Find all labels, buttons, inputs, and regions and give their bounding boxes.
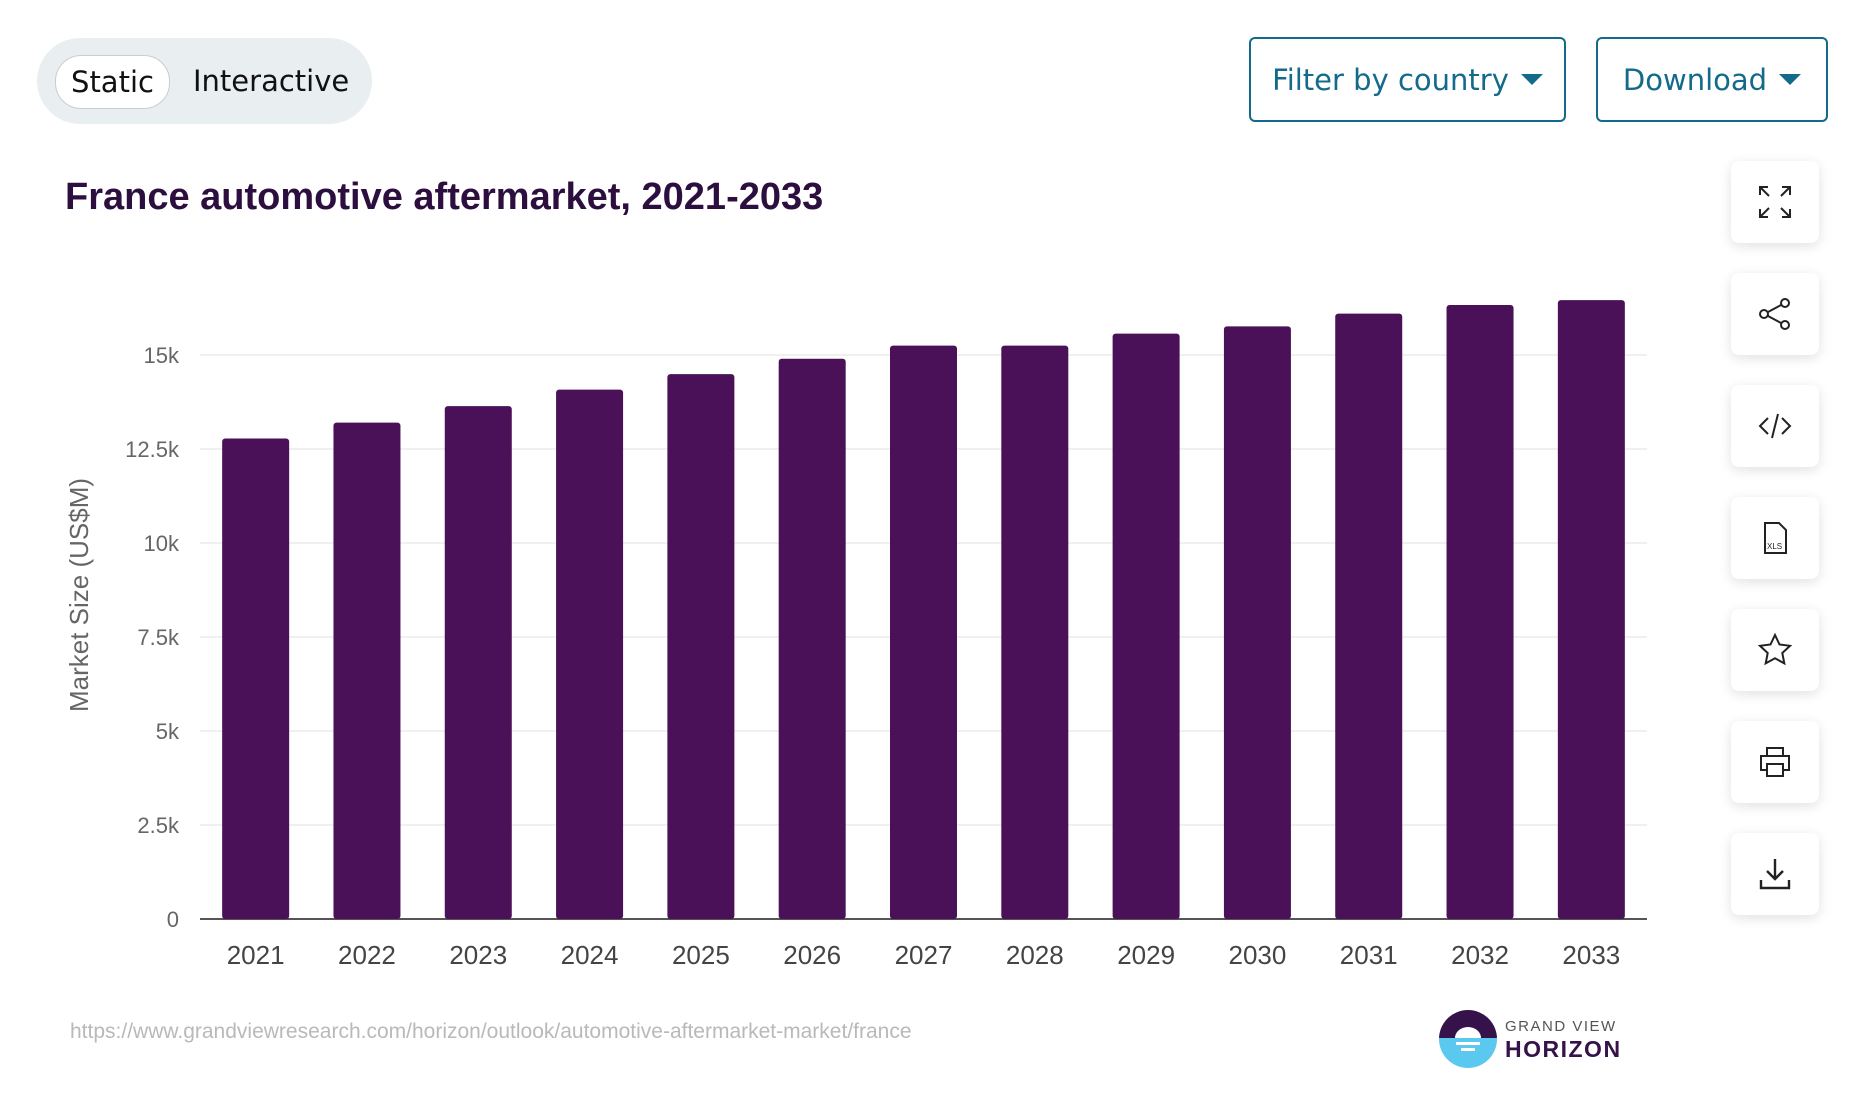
y-axis-label: Market Size (US$M)	[64, 478, 94, 712]
source-url[interactable]: https://www.grandviewresearch.com/horizo…	[70, 1020, 912, 1043]
grand-view-horizon-logo: GRAND VIEW HORIZON	[1439, 1009, 1629, 1074]
svg-text:HORIZON: HORIZON	[1505, 1036, 1622, 1062]
xls-export-button[interactable]: XLS	[1731, 497, 1819, 579]
x-tick-label: 2032	[1451, 940, 1509, 970]
print-button[interactable]	[1731, 721, 1819, 803]
download-icon	[1759, 859, 1791, 890]
favorite-button[interactable]	[1731, 609, 1819, 691]
y-tick-label: 10k	[144, 531, 180, 556]
embed-code-icon	[1758, 413, 1792, 439]
fullscreen-button[interactable]	[1731, 161, 1819, 243]
bar-2021[interactable]	[222, 438, 290, 919]
bar-2025[interactable]	[667, 374, 735, 919]
share-icon	[1759, 298, 1790, 330]
download-dropdown[interactable]: Download	[1596, 37, 1828, 122]
bar-2033[interactable]	[1557, 300, 1625, 919]
bar-2024[interactable]	[556, 389, 624, 919]
interactive-toggle-button[interactable]: Interactive	[193, 64, 350, 98]
x-tick-label: 2025	[672, 940, 730, 970]
fullscreen-icon	[1759, 186, 1791, 218]
svg-text:XLS: XLS	[1767, 542, 1782, 551]
bar-2032[interactable]	[1446, 304, 1514, 919]
filter-by-country-dropdown[interactable]: Filter by country	[1249, 37, 1566, 122]
download-image-button[interactable]	[1731, 833, 1819, 915]
x-tick-label: 2033	[1562, 940, 1620, 970]
share-button[interactable]	[1731, 273, 1819, 355]
x-tick-label: 2030	[1229, 940, 1287, 970]
xls-file-icon: XLS	[1764, 522, 1787, 554]
x-tick-label: 2028	[1006, 940, 1064, 970]
caret-down-icon	[1779, 74, 1802, 85]
bar-2022[interactable]	[333, 422, 401, 919]
y-tick-label: 7.5k	[137, 625, 180, 650]
print-icon	[1760, 747, 1790, 777]
view-toggle: Static Interactive	[37, 38, 372, 124]
x-tick-label: 2022	[338, 940, 396, 970]
embed-button[interactable]	[1731, 385, 1819, 467]
filter-label: Filter by country	[1272, 62, 1509, 97]
static-toggle-button[interactable]: Static	[55, 55, 170, 109]
bar-2031[interactable]	[1335, 313, 1403, 919]
bar-2027[interactable]	[890, 345, 957, 920]
chart-title: France automotive aftermarket, 2021-2033	[65, 176, 824, 218]
download-label: Download	[1622, 62, 1768, 97]
x-tick-label: 2026	[783, 940, 841, 970]
star-icon	[1757, 632, 1793, 666]
bar-2030[interactable]	[1223, 326, 1291, 919]
x-tick-label: 2021	[227, 940, 285, 970]
bar-2029[interactable]	[1112, 333, 1180, 919]
x-tick-label: 2031	[1340, 940, 1398, 970]
y-tick-label: 15k	[144, 343, 180, 368]
bar-2023[interactable]	[444, 406, 512, 919]
y-tick-label: 2.5k	[137, 813, 180, 838]
x-tick-label: 2029	[1117, 940, 1175, 970]
x-tick-label: 2023	[449, 940, 507, 970]
caret-down-icon	[1520, 74, 1543, 85]
x-tick-label: 2024	[561, 940, 619, 970]
y-tick-label: 0	[167, 907, 179, 932]
y-tick-label: 12.5k	[125, 437, 180, 462]
bar-2026[interactable]	[778, 358, 846, 919]
svg-text:GRAND VIEW: GRAND VIEW	[1505, 1018, 1617, 1035]
bar-2028[interactable]	[1001, 345, 1069, 920]
y-tick-label: 5k	[156, 719, 180, 744]
x-tick-label: 2027	[895, 940, 953, 970]
